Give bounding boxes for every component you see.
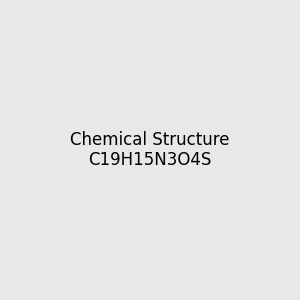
Text: Chemical Structure
C19H15N3O4S: Chemical Structure C19H15N3O4S xyxy=(70,130,230,170)
